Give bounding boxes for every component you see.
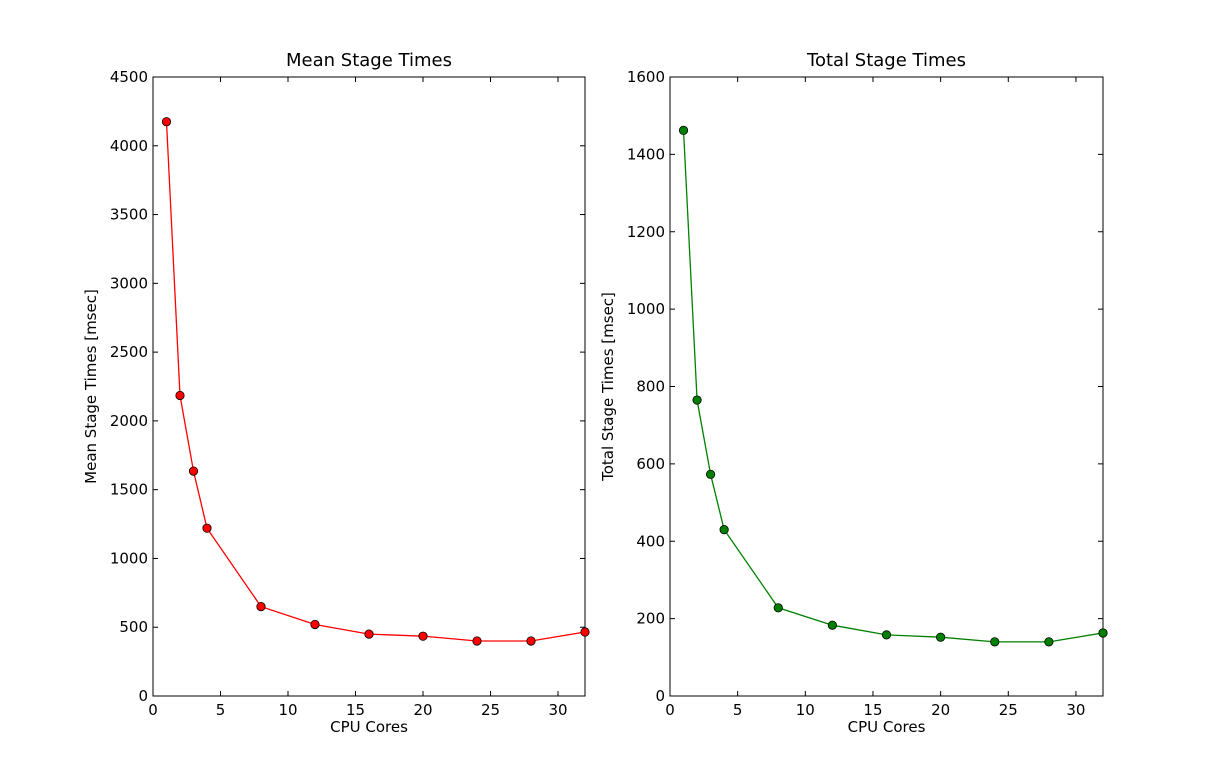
data-point <box>175 390 185 401</box>
data-point <box>692 395 702 405</box>
chart-mean-stage-times: 0 5 10 15 20 25 30 0 500 1000 1500 2000 2500 3000 3500… <box>82 50 590 736</box>
x-tick-label: 5 <box>733 701 743 719</box>
y-tick-label: 3500 <box>110 206 148 224</box>
plot-area <box>152 76 586 697</box>
y-tick-label: 600 <box>636 455 665 473</box>
data-point <box>936 632 946 642</box>
x-tick-label: 5 <box>216 701 226 719</box>
y-tick-label: 1200 <box>627 223 665 241</box>
data-point <box>472 636 482 646</box>
x-tick-label: 10 <box>278 701 297 719</box>
x-tick-label: 15 <box>863 701 882 719</box>
y-tick-label: 500 <box>119 618 148 636</box>
plot-area <box>669 76 1104 697</box>
x-tick-label: 25 <box>481 701 500 719</box>
data-point <box>256 601 266 612</box>
x-axis-label: CPU Cores <box>848 718 926 736</box>
x-tick-label: 0 <box>665 701 675 719</box>
data-point <box>827 620 837 630</box>
data-point <box>310 619 320 630</box>
y-tick-label: 0 <box>655 687 665 705</box>
x-tick-label: 30 <box>1066 701 1085 719</box>
x-tick-label: 15 <box>346 701 365 719</box>
x-tick-label: 20 <box>413 701 432 719</box>
data-point <box>990 637 1000 647</box>
y-tick-label: 1400 <box>627 145 665 163</box>
data-point <box>188 466 199 476</box>
y-tick-label: 200 <box>636 610 665 628</box>
y-tick-label: 1000 <box>627 300 665 318</box>
x-axis-label: CPU Cores <box>330 718 408 736</box>
data-point <box>580 627 590 637</box>
x-tick-label: 30 <box>548 701 567 719</box>
y-tick-label: 4500 <box>110 68 148 86</box>
y-tick-label: 4000 <box>110 137 148 155</box>
y-axis-label: Mean Stage Times [msec] <box>82 289 100 484</box>
y-tick-label: 2000 <box>110 412 148 430</box>
x-tick-label: 0 <box>148 701 158 719</box>
data-point <box>526 636 536 646</box>
data-point <box>364 629 374 639</box>
x-tick-label: 25 <box>999 701 1018 719</box>
data-point <box>881 630 892 640</box>
data-point <box>678 125 689 135</box>
y-tick-label: 1000 <box>110 549 148 567</box>
y-tick-label: 2500 <box>110 343 148 361</box>
data-point <box>418 631 428 641</box>
chart-total-stage-times: 0 5 10 15 20 25 30 0 200 400 600 800 1000 1200 1400 160… <box>599 50 1108 736</box>
y-tick-label: 0 <box>138 687 148 705</box>
y-tick-label: 800 <box>636 378 665 396</box>
data-point <box>719 525 729 535</box>
x-tick-label: 10 <box>796 701 815 719</box>
data-point <box>1044 637 1054 647</box>
data-point <box>161 117 172 127</box>
chart-title: Total Stage Times <box>806 50 966 71</box>
y-axis-label: Total Stage Times [msec] <box>599 292 617 482</box>
data-point <box>705 469 716 479</box>
data-point <box>202 523 212 533</box>
x-tick-label: 20 <box>931 701 950 719</box>
y-tick-label: 1600 <box>627 68 665 86</box>
chart-title: Mean Stage Times <box>286 50 452 71</box>
data-point <box>1098 628 1108 638</box>
y-tick-label: 1500 <box>110 481 148 499</box>
y-tick-label: 3000 <box>110 274 148 292</box>
data-point <box>773 603 783 613</box>
y-tick-label: 400 <box>636 532 665 550</box>
